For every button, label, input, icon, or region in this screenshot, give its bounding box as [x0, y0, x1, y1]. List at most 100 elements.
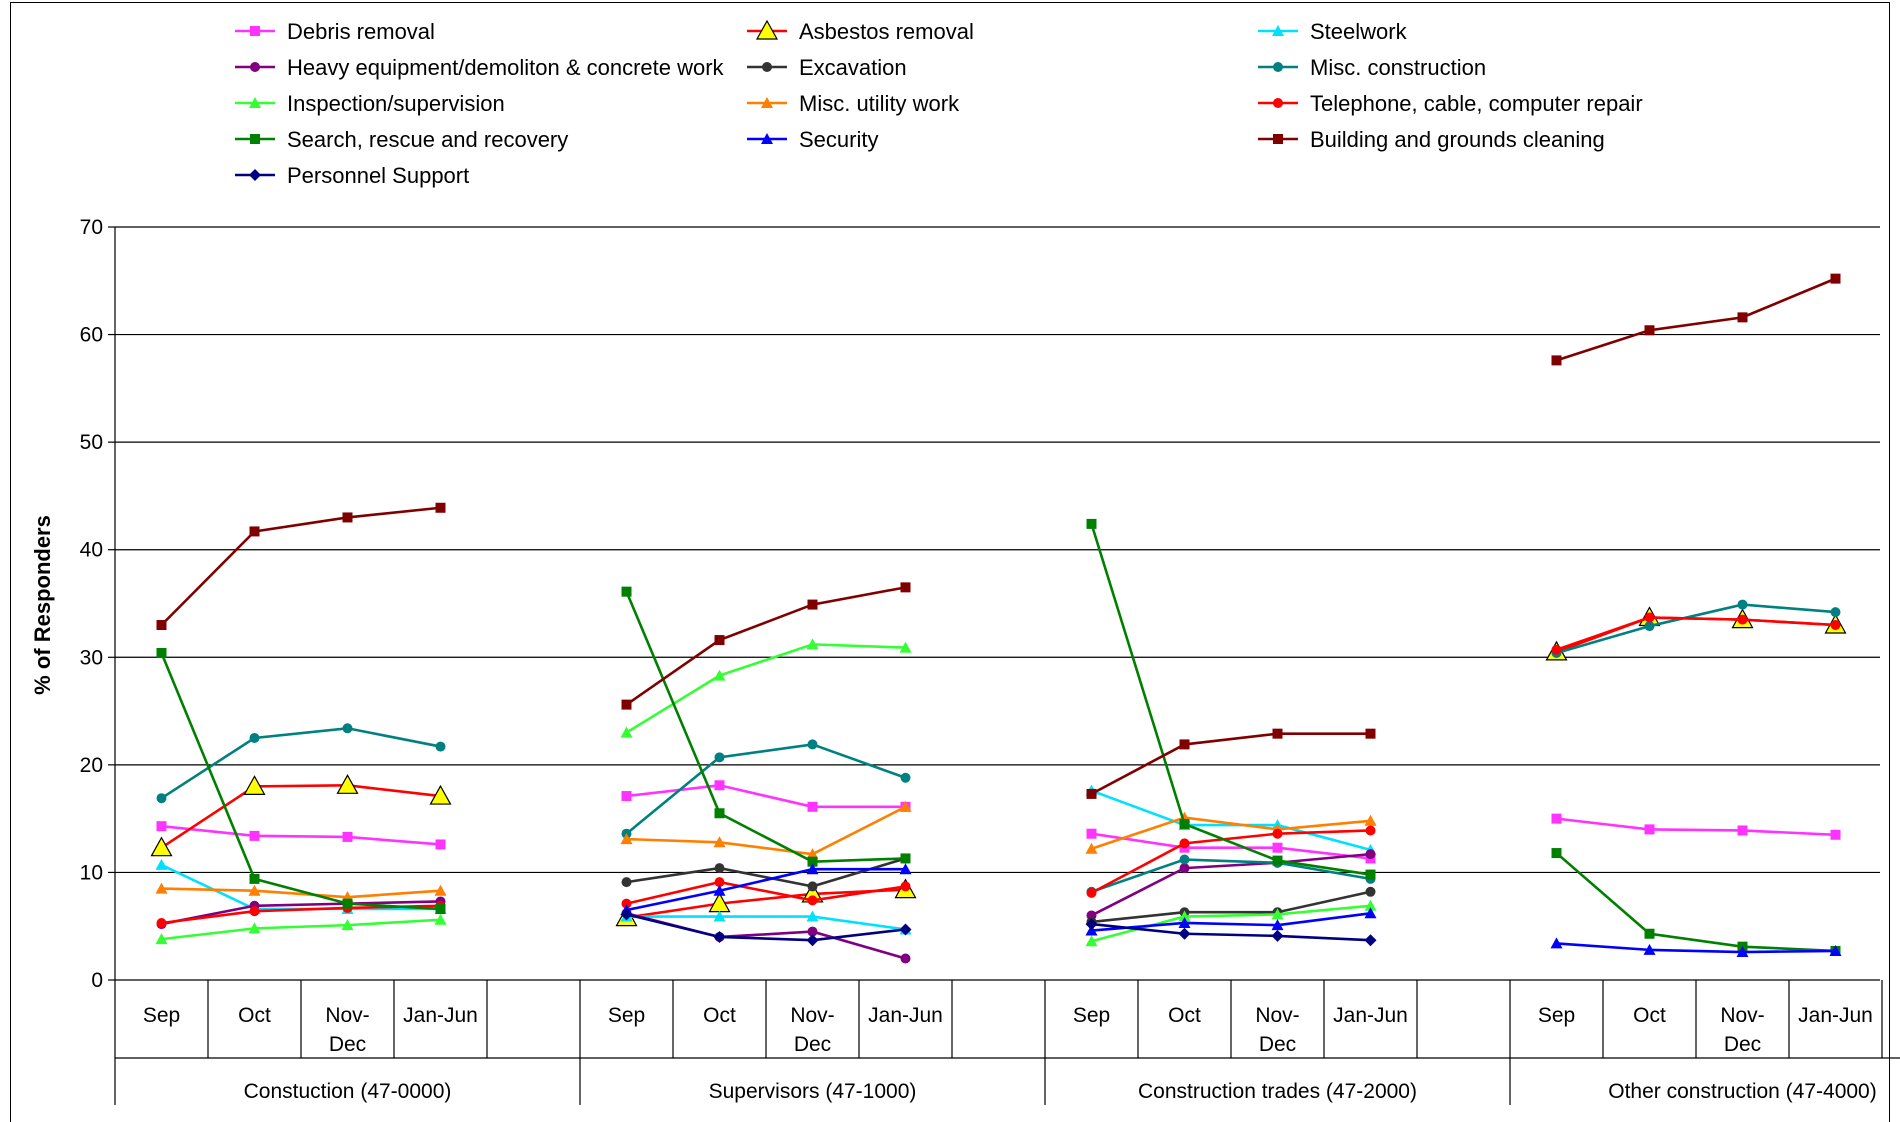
legend-item: Telephone, cable, computer repair [1258, 91, 1643, 116]
series-line [626, 915, 906, 931]
data-point [156, 620, 167, 631]
series-line [1091, 912, 1371, 932]
data-point [1179, 863, 1190, 874]
series-9 [156, 518, 1841, 956]
data-point [1737, 599, 1748, 610]
legend-item: Misc. construction [1258, 55, 1486, 80]
data-point [621, 791, 632, 802]
series-line [1556, 942, 1836, 954]
x-tick-label: Sep [143, 1004, 180, 1027]
data-point [807, 739, 818, 750]
data-point [714, 863, 725, 874]
data-point [248, 884, 261, 896]
series-line [160, 652, 441, 911]
legend-label: Telephone, cable, computer repair [1310, 91, 1643, 116]
legend-item: Steelwork [1258, 19, 1408, 44]
x-tick-label: Jan-Jun [403, 1004, 478, 1027]
data-point [900, 582, 911, 593]
data-point [342, 831, 353, 842]
data-point [1644, 325, 1655, 336]
legend-item: Building and grounds cleaning [1258, 127, 1605, 152]
data-point [713, 910, 726, 922]
series-line [161, 918, 441, 941]
data-point [806, 934, 819, 947]
data-point [713, 884, 726, 896]
data-point [156, 793, 167, 804]
legend-swatch-marker [1273, 134, 1283, 144]
chart-frame [10, 2, 1890, 1122]
legend-swatch-marker [761, 97, 773, 108]
data-point [714, 635, 725, 646]
data-point [1178, 927, 1191, 940]
data-point [156, 821, 167, 832]
data-point [900, 953, 911, 964]
x-tick-label: Nov-Dec [325, 1004, 369, 1056]
data-point [806, 910, 819, 922]
series-line [1090, 732, 1371, 796]
x-tick-label: Nov-Dec [1720, 1004, 1764, 1056]
legend-item: Excavation [747, 55, 907, 80]
data-point [621, 877, 632, 888]
data-point [1365, 869, 1376, 880]
data-point [1086, 887, 1097, 898]
data-point [900, 881, 911, 892]
data-point [899, 641, 912, 653]
data-point [714, 877, 725, 888]
data-point [156, 917, 167, 928]
data-point [1644, 928, 1655, 939]
data-point [807, 926, 818, 937]
legend-swatch-marker [250, 26, 260, 36]
legend-swatch-marker [249, 169, 261, 181]
data-point [1830, 829, 1841, 840]
data-point [1829, 944, 1842, 956]
data-point [807, 599, 818, 610]
legend-swatch-marker [249, 97, 261, 108]
series-line [160, 726, 441, 800]
y-tick-label: 10 [80, 861, 103, 884]
series-line [625, 586, 906, 706]
x-tick-label: Nov-Dec [1255, 1004, 1299, 1056]
data-point [620, 833, 633, 845]
series-layer [150, 273, 1847, 964]
group-label: Supervisors (47-1000) [709, 1080, 917, 1103]
data-point [341, 919, 354, 931]
data-point [1737, 312, 1748, 323]
data-point [1644, 612, 1655, 623]
data-point [435, 741, 446, 752]
legend-item: Inspection/supervision [235, 91, 505, 116]
series-10 [620, 863, 1842, 958]
legend-label: Inspection/supervision [287, 91, 505, 116]
data-point [1365, 728, 1376, 739]
data-point [807, 801, 818, 812]
series-line [1556, 616, 1836, 651]
data-point [713, 930, 726, 943]
data-point [899, 923, 912, 936]
y-tick-label: 50 [80, 431, 103, 454]
data-point [156, 647, 167, 658]
data-point [1271, 908, 1284, 920]
data-point [1550, 937, 1563, 949]
x-tick-label: Sep [1538, 1004, 1575, 1027]
data-point [342, 898, 353, 909]
series-line [1091, 890, 1371, 924]
y-tick-label: 0 [91, 969, 103, 992]
data-point [1551, 848, 1562, 859]
series-line [626, 805, 907, 856]
series-line [626, 857, 906, 888]
data-point [249, 830, 260, 841]
x-tick-label: Oct [1633, 1004, 1666, 1027]
data-point [155, 882, 168, 894]
legend-label: Excavation [799, 55, 907, 80]
data-point [621, 699, 632, 710]
data-point [1086, 828, 1097, 839]
data-point [1086, 518, 1097, 529]
y-tick-label: 20 [80, 754, 103, 777]
legend-item: Heavy equipment/demoliton & concrete wor… [235, 55, 725, 80]
x-tick-label: Sep [1073, 1004, 1110, 1027]
data-point [1365, 849, 1376, 860]
data-point [1551, 813, 1562, 824]
legend-swatch-marker [755, 19, 779, 40]
data-point [249, 906, 260, 917]
data-point [1272, 828, 1283, 839]
data-point [620, 908, 633, 921]
